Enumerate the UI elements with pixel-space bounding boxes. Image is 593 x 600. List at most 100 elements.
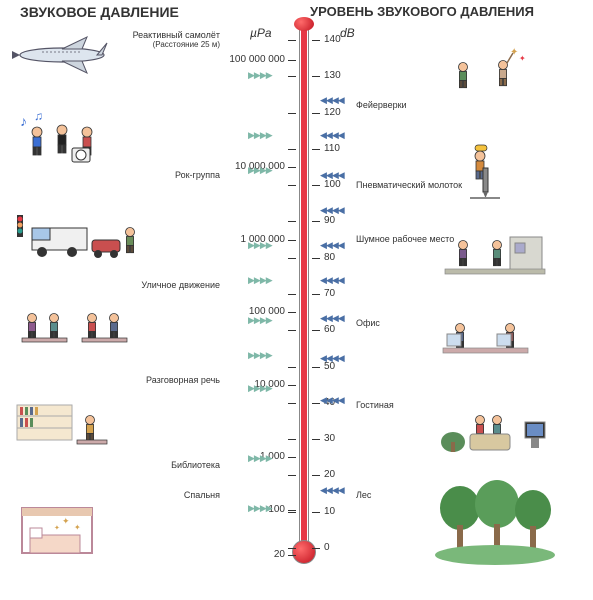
svg-text:✦: ✦ <box>62 516 70 526</box>
arrows-right-9: ◀◀◀◀ <box>320 485 344 496</box>
tick-mark-right <box>312 221 320 222</box>
svg-text:✦: ✦ <box>519 54 526 63</box>
tick-mark-left-minor <box>288 367 296 368</box>
tick-mark-right <box>312 475 320 476</box>
tick-mark-left-minor <box>288 294 296 295</box>
svg-text:✦: ✦ <box>74 523 81 532</box>
tick-mark-left <box>288 457 296 458</box>
tick-mark-left <box>288 60 296 61</box>
thermo-fill <box>301 27 307 545</box>
illus-left-traffic <box>12 210 142 280</box>
tick-left-7: 20 <box>195 549 285 560</box>
illus-left-talk <box>12 300 142 370</box>
tick-right-0: 0 <box>324 542 364 553</box>
tick-mark-right <box>312 258 320 259</box>
label-left-3: Разговорная речь <box>110 375 220 385</box>
tick-mark-left-minor <box>288 113 296 114</box>
tick-mark-left-minor <box>288 76 296 77</box>
tick-mark-right <box>312 185 320 186</box>
arrows-right-7: ◀◀◀◀ <box>320 353 344 364</box>
tick-mark-left <box>288 240 296 241</box>
illus-right-jackhammer <box>435 140 565 210</box>
arrows-left-6: ▶▶▶▶ <box>248 350 272 361</box>
header-left: ЗВУКОВОЕ ДАВЛЕНИЕ <box>20 4 179 20</box>
illus-left-library <box>12 400 142 460</box>
tick-mark-right <box>312 149 320 150</box>
arrows-left-9: ▶▶▶▶ <box>248 503 272 514</box>
arrows-left-8: ▶▶▶▶ <box>248 453 272 464</box>
header-right: УРОВЕНЬ ЗВУКОВОГО ДАВЛЕНИЯ <box>310 4 534 19</box>
label-right-5: Лес <box>356 490 476 500</box>
label-left-5: Спальня <box>110 490 220 500</box>
arrows-left-2: ▶▶▶▶ <box>248 165 272 176</box>
tick-mark-right <box>312 330 320 331</box>
tick-mark-left-minor <box>288 548 296 549</box>
svg-text:✦: ✦ <box>54 524 60 532</box>
tick-mark-right <box>312 294 320 295</box>
tick-right-130: 130 <box>324 70 364 81</box>
tick-mark-right <box>312 403 320 404</box>
tick-mark-right <box>312 367 320 368</box>
thermo-bulb <box>292 540 316 564</box>
tick-right-140: 140 <box>324 34 364 45</box>
tick-left-0: 100 000 000 <box>195 54 285 65</box>
tick-mark-left <box>288 385 296 386</box>
tick-mark-left-minor <box>288 185 296 186</box>
tick-right-20: 20 <box>324 469 364 480</box>
tick-right-110: 110 <box>324 143 364 154</box>
tick-right-30: 30 <box>324 433 364 444</box>
label-right-2: Шумное рабочее место <box>356 234 476 244</box>
tick-mark-right <box>312 113 320 114</box>
arrows-right-4: ◀◀◀◀ <box>320 240 344 251</box>
tick-mark-left-minor <box>288 40 296 41</box>
tick-mark-left-minor <box>288 149 296 150</box>
arrows-left-5: ▶▶▶▶ <box>248 315 272 326</box>
tick-right-80: 80 <box>324 252 364 263</box>
arrows-right-3: ◀◀◀◀ <box>320 205 344 216</box>
label-right-3: Офис <box>356 318 476 328</box>
arrows-right-1: ◀◀◀◀ <box>320 130 344 141</box>
label-left-1: Рок-группа <box>110 170 220 180</box>
label-left-0: Реактивный самолёт <box>110 30 220 40</box>
svg-text:♫: ♫ <box>34 110 43 123</box>
label-right-4: Гостиная <box>356 400 476 410</box>
svg-text:♪: ♪ <box>20 113 27 129</box>
arrows-left-4: ▶▶▶▶ <box>248 275 272 286</box>
arrows-left-3: ▶▶▶▶ <box>248 240 272 251</box>
tick-mark-left-minor <box>288 475 296 476</box>
label-left-4: Библиотека <box>110 460 220 470</box>
label-left-2: Уличное движение <box>110 280 220 290</box>
tick-right-70: 70 <box>324 288 364 299</box>
tick-mark-left-minor <box>288 221 296 222</box>
label-right-1: Пневматический молоток <box>356 180 476 190</box>
unit-left: µPa <box>250 26 272 40</box>
arrows-right-6: ◀◀◀◀ <box>320 313 344 324</box>
tick-mark-left-minor <box>288 439 296 440</box>
arrows-right-0: ◀◀◀◀ <box>320 95 344 106</box>
arrows-left-0: ▶▶▶▶ <box>248 70 272 81</box>
arrows-left-7: ▶▶▶▶ <box>248 383 272 394</box>
tick-mark-left-minor <box>288 258 296 259</box>
tick-mark-left-minor <box>288 330 296 331</box>
tick-mark-right <box>312 40 320 41</box>
arrows-right-5: ◀◀◀◀ <box>320 275 344 286</box>
tick-mark-right <box>312 439 320 440</box>
tick-mark-right <box>312 548 320 549</box>
tick-right-10: 10 <box>324 506 364 517</box>
tick-mark-left-minor <box>288 512 296 513</box>
illus-left-bedroom: ✦✦✦ <box>12 500 142 570</box>
arrows-right-2: ◀◀◀◀ <box>320 170 344 181</box>
thermometer <box>296 25 312 570</box>
tick-mark-left <box>288 312 296 313</box>
thermo-top-bulb <box>294 17 314 31</box>
tick-mark-left <box>288 555 296 556</box>
tick-mark-right <box>312 512 320 513</box>
tick-mark-right <box>312 76 320 77</box>
tick-mark-left-minor <box>288 403 296 404</box>
tick-right-90: 90 <box>324 215 364 226</box>
label-left-sub-0: (Расстояние 25 м) <box>110 40 220 49</box>
arrows-right-8: ◀◀◀◀ <box>320 395 344 406</box>
arrows-left-1: ▶▶▶▶ <box>248 130 272 141</box>
tick-mark-left <box>288 167 296 168</box>
label-right-0: Фейерверки <box>356 100 476 110</box>
